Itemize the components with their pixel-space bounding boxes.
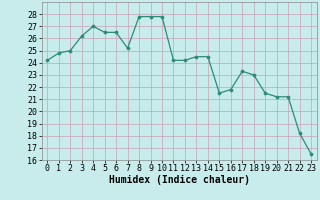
X-axis label: Humidex (Indice chaleur): Humidex (Indice chaleur) — [109, 175, 250, 185]
